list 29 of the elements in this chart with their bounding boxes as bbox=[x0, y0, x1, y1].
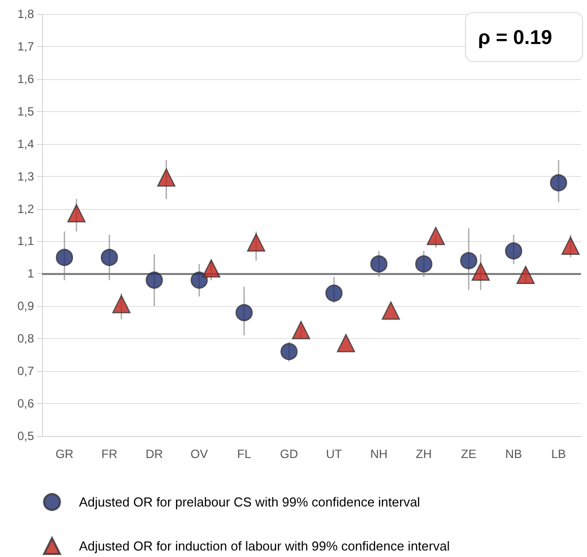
y-tick-label: 1,6 bbox=[17, 72, 34, 86]
legend-label: Adjusted OR for prelabour CS with 99% confidence interval bbox=[79, 494, 420, 510]
x-tick-label: UT bbox=[326, 447, 343, 461]
x-tick-label: FL bbox=[237, 447, 252, 461]
x-tick-label: NH bbox=[370, 447, 388, 461]
y-tick-label: 1,7 bbox=[17, 39, 34, 54]
x-tick-label: GR bbox=[55, 447, 74, 461]
x-tick-label: ZH bbox=[416, 447, 432, 461]
x-tick-label: FR bbox=[101, 447, 118, 461]
legend-label: Adjusted OR for induction of labour with 99% confidence interval bbox=[79, 538, 450, 554]
x-tick-label: GD bbox=[280, 447, 298, 461]
x-tick-label: LB bbox=[551, 447, 566, 461]
y-tick-label: 1,2 bbox=[17, 202, 34, 216]
y-tick-label: 1,8 bbox=[17, 7, 34, 21]
x-tick-label: ZE bbox=[461, 447, 476, 461]
y-tick-label: 0,7 bbox=[17, 364, 34, 378]
y-tick-label: 1,3 bbox=[17, 169, 34, 184]
y-tick-label: 1,1 bbox=[17, 234, 34, 248]
y-tick-label: 1 bbox=[27, 266, 34, 281]
x-tick-label: NB bbox=[505, 447, 522, 461]
annotation: ρ = 0.19 bbox=[465, 12, 583, 62]
y-tick-label: 1,4 bbox=[17, 136, 34, 151]
y-tick-label: 0,9 bbox=[17, 299, 34, 314]
y-tick-label: 1,5 bbox=[17, 104, 34, 118]
y-tick-label: 0,8 bbox=[17, 332, 34, 346]
y-tick-label: 0,6 bbox=[17, 396, 34, 411]
x-tick-label: OV bbox=[190, 447, 208, 461]
y-tick-label: 0,5 bbox=[17, 429, 34, 443]
x-tick-label: DR bbox=[146, 447, 164, 461]
